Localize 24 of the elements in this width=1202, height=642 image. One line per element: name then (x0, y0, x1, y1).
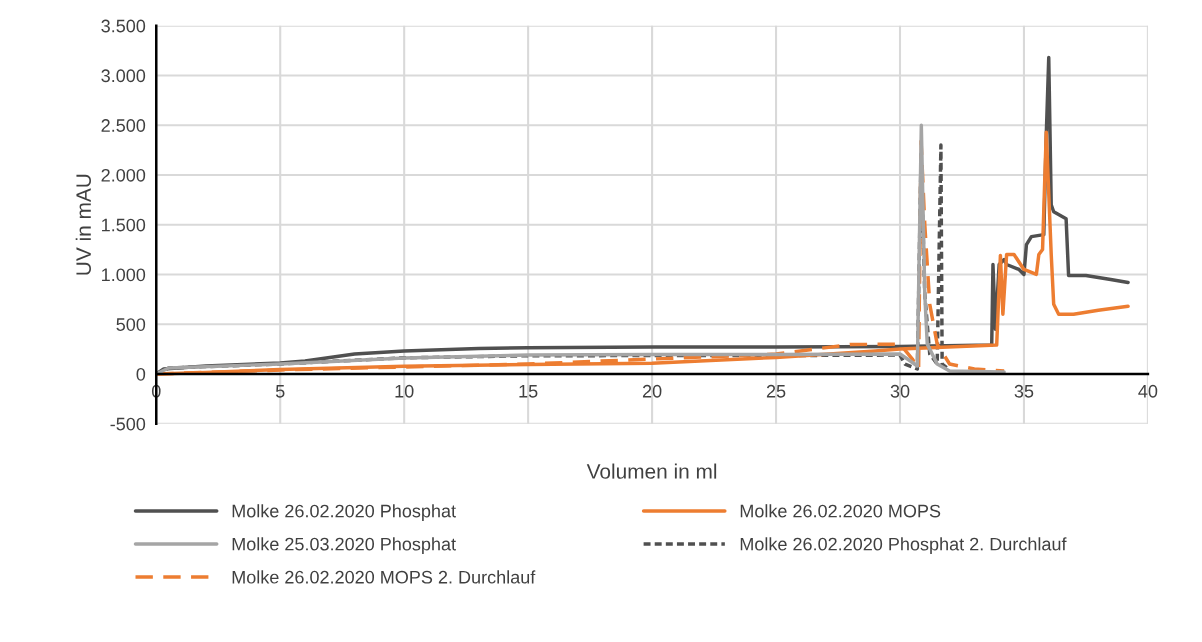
y-tick-label: -500 (110, 417, 146, 431)
legend-label: Molke 26.02.2020 MOPS (740, 504, 941, 518)
x-tick-label: 30 (890, 384, 910, 398)
y-tick-label: 500 (116, 318, 146, 331)
legend-label: Molke 26.02.2020 MOPS 2. Durchlauf (232, 570, 536, 584)
x-tick-label: 40 (1138, 384, 1158, 398)
y-tick-label: 2.000 (101, 168, 146, 182)
y-tick-label: 0 (136, 367, 146, 381)
x-tick-label: 25 (766, 384, 786, 398)
legend-label: Molke 26.02.2020 Phosphat (232, 504, 456, 521)
y-axis-title: UV in mAU (75, 174, 91, 275)
x-tick-label: 10 (395, 384, 414, 398)
x-axis-title: Volumen in ml (586, 463, 717, 479)
y-tick-label: 2.500 (101, 119, 146, 132)
x-tick-label: 35 (1014, 384, 1034, 398)
x-tick-label: 15 (519, 385, 538, 398)
y-tick-label: 3.500 (101, 19, 146, 33)
legend-label: Molke 26.02.2020 Phosphat 2. Durchlauf (740, 537, 1067, 555)
x-tick-label: 20 (642, 384, 662, 398)
y-tick-label: 1.000 (102, 268, 146, 282)
y-tick-label: 3.000 (101, 69, 146, 83)
y-tick-label: 1.500 (102, 218, 146, 232)
x-tick-label: 5 (275, 385, 285, 398)
legend-label: Molke 25.03.2020 Phosphat (232, 537, 456, 555)
